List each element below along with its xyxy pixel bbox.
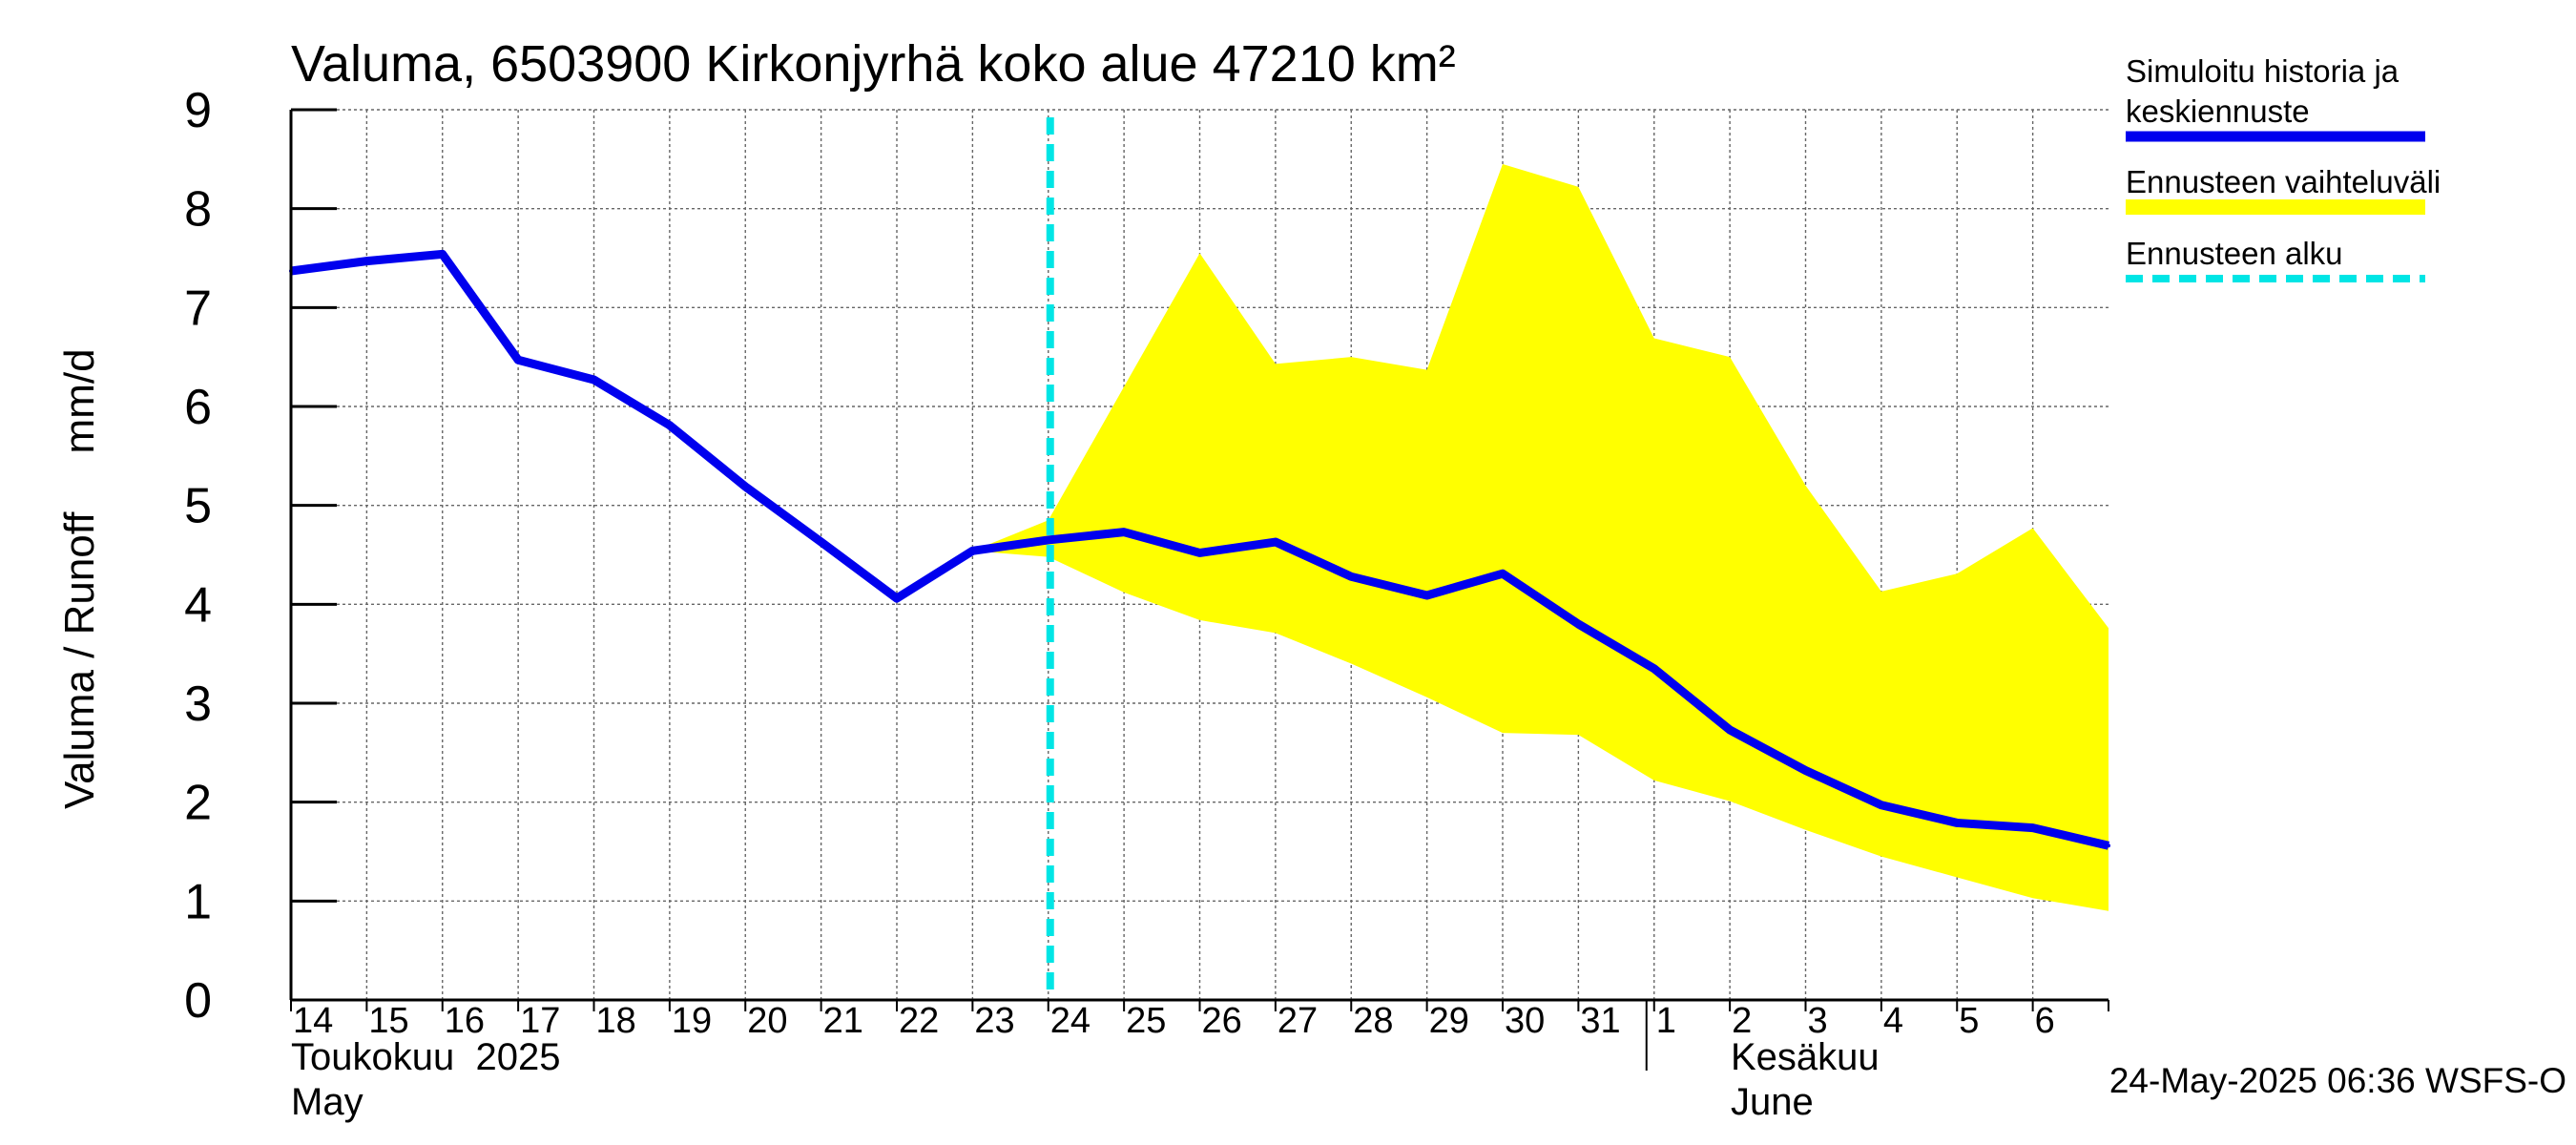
mean-series-point bbox=[819, 540, 823, 545]
mean-series-point bbox=[1652, 666, 1656, 671]
legend-range-label: Ennusteen vaihteluväli bbox=[2126, 164, 2441, 199]
mean-series-point bbox=[592, 378, 596, 383]
y-tick-label: 5 bbox=[184, 479, 212, 534]
x-tick-label: 14 bbox=[293, 1001, 333, 1041]
y-tick-label: 2 bbox=[184, 776, 212, 831]
y-tick-label: 8 bbox=[184, 182, 212, 238]
y-axis-label: Valuma / Runoff mm/d bbox=[56, 348, 103, 809]
mean-series-point bbox=[364, 259, 369, 263]
axes bbox=[289, 108, 2109, 1071]
x-tick-label: 17 bbox=[520, 1001, 560, 1041]
mean-series-point bbox=[1879, 802, 1883, 807]
x-tick-label: 28 bbox=[1353, 1001, 1393, 1041]
mean-series-point bbox=[1349, 574, 1354, 579]
y-tick-label: 0 bbox=[184, 973, 212, 1029]
x-tick-label: 1 bbox=[1656, 1001, 1676, 1041]
x-tick-label: 19 bbox=[672, 1001, 712, 1041]
y-tick-labels: 0 1 2 3 4 5 6 7 8 9 bbox=[184, 83, 212, 1029]
mean-series-point bbox=[440, 252, 445, 257]
mean-series-point bbox=[1955, 821, 1960, 825]
y-tick-label: 6 bbox=[184, 380, 212, 435]
x-tick-label: 15 bbox=[368, 1001, 408, 1041]
x-tick-label: 25 bbox=[1126, 1001, 1166, 1041]
forecast-range-area bbox=[972, 164, 2109, 911]
legend-forecast-start-label: Ennusteen alku bbox=[2126, 236, 2343, 271]
y-tick-label: 4 bbox=[184, 577, 212, 633]
mean-series-point bbox=[743, 484, 748, 489]
x-tick-label: 4 bbox=[1883, 1001, 1903, 1041]
timestamp-footer: 24-May-2025 06:36 WSFS-O bbox=[2109, 1061, 2566, 1100]
y-tick-label: 1 bbox=[184, 874, 212, 929]
mean-series bbox=[289, 249, 2110, 850]
mean-series-point bbox=[2030, 825, 2035, 830]
mean-series-point bbox=[1576, 622, 1581, 627]
x-tick-label: 6 bbox=[2035, 1001, 2055, 1041]
forecast-range-band bbox=[972, 164, 2109, 911]
x-tick-label: 18 bbox=[596, 1001, 636, 1041]
mean-series-point bbox=[516, 358, 521, 363]
mean-series-point bbox=[1803, 768, 1808, 773]
x-tick-label: 21 bbox=[823, 1001, 863, 1041]
y-tick-label: 7 bbox=[184, 281, 212, 336]
x-tick-label: 22 bbox=[899, 1001, 939, 1041]
x-tick-label: 5 bbox=[1959, 1001, 1979, 1041]
x-tick-label: 30 bbox=[1505, 1001, 1545, 1041]
y-tick-label: 9 bbox=[184, 83, 212, 138]
mean-series-point bbox=[895, 596, 899, 601]
month-label-may-en: May bbox=[291, 1081, 364, 1123]
x-tick-label: 29 bbox=[1429, 1001, 1469, 1041]
month-label-june-fi: Kesäkuu bbox=[1731, 1036, 1880, 1078]
x-tick-label: 24 bbox=[1050, 1001, 1091, 1041]
legend-mean-label-line1: Simuloitu historia ja bbox=[2126, 53, 2399, 89]
month-label-june-en: June bbox=[1731, 1081, 1814, 1123]
mean-series-point bbox=[1501, 572, 1505, 576]
legend: Simuloitu historia ja keskiennuste Ennus… bbox=[2126, 53, 2441, 282]
x-tick-label: 27 bbox=[1278, 1001, 1318, 1041]
legend-mean-label-line2: keskiennuste bbox=[2126, 94, 2310, 129]
mean-series-point bbox=[1197, 551, 1202, 555]
x-tick-label: 2 bbox=[1732, 1001, 1752, 1041]
x-tick-label: 23 bbox=[974, 1001, 1014, 1041]
month-label-may-fi: Toukokuu 2025 bbox=[291, 1036, 560, 1078]
mean-series-point bbox=[1424, 593, 1429, 598]
mean-series-point bbox=[667, 423, 672, 427]
chart-title: Valuma, 6503900 Kirkonjyrhä koko alue 47… bbox=[291, 35, 1456, 93]
x-tick-label: 16 bbox=[445, 1001, 485, 1041]
mean-series-point bbox=[1122, 530, 1127, 534]
x-tick-labels: 14 15 16 17 18 19 20 21 22 23 24 25 26 27 28 29 30 31 1 2 3 4… bbox=[293, 1001, 2055, 1041]
mean-series-point bbox=[1728, 727, 1733, 732]
y-tick-label: 3 bbox=[184, 677, 212, 732]
x-tick-label: 3 bbox=[1808, 1001, 1828, 1041]
mean-series-point bbox=[970, 549, 975, 553]
mean-series-point bbox=[1046, 537, 1050, 542]
mean-series-point bbox=[1273, 540, 1278, 545]
mean-series-point bbox=[2107, 843, 2110, 848]
x-tick-label: 20 bbox=[747, 1001, 787, 1041]
x-tick-label: 31 bbox=[1580, 1001, 1620, 1041]
x-tick-label: 26 bbox=[1202, 1001, 1242, 1041]
